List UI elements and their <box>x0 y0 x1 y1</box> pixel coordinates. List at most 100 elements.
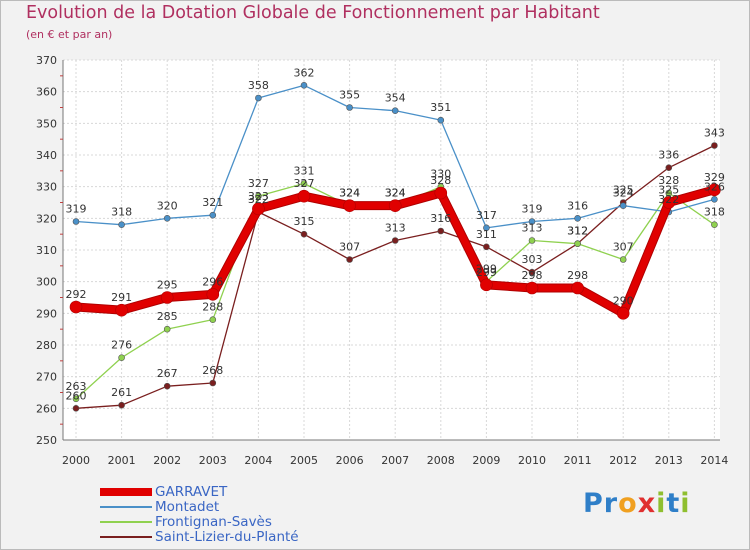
x-tick-label: 2005 <box>290 454 318 467</box>
data-point-montadet <box>346 104 353 111</box>
data-label: 324 <box>385 187 406 200</box>
data-label: 311 <box>476 228 497 241</box>
data-label: 316 <box>430 212 451 225</box>
data-point-saint-lizier-du-plante <box>483 243 490 251</box>
data-label: 313 <box>385 222 406 235</box>
data-label: 296 <box>202 275 223 288</box>
data-point-frontignan-saves <box>711 221 718 228</box>
data-point-montadet <box>528 218 536 225</box>
y-tick-label: 340 <box>36 149 57 162</box>
y-tick-label: 260 <box>36 402 57 415</box>
data-point-garravet <box>160 291 174 304</box>
data-point-garravet <box>662 196 676 209</box>
data-point-frontignan-saves <box>619 256 627 263</box>
x-tick-label: 2009 <box>472 454 500 467</box>
legend-label-saint-lizier-du-plante: Saint-Lizier-du-Planté <box>155 529 299 545</box>
data-label: 355 <box>339 89 360 102</box>
x-tick-label: 2012 <box>609 454 637 467</box>
data-point-garravet <box>616 307 630 320</box>
data-label: 299 <box>476 266 497 279</box>
logo-letter: P <box>583 488 604 519</box>
y-tick-label: 310 <box>36 244 57 257</box>
legend-label-garravet: GARRAVET <box>155 484 228 500</box>
data-point-frontignan-saves <box>209 316 217 323</box>
data-point-saint-lizier-du-plante <box>72 405 80 412</box>
data-point-garravet <box>571 281 584 295</box>
data-point-montadet <box>619 202 627 209</box>
data-point-garravet <box>206 288 220 301</box>
data-label: 324 <box>339 187 360 200</box>
data-label: 292 <box>66 288 87 301</box>
data-point-montadet <box>391 107 399 114</box>
data-point-montadet <box>255 94 262 102</box>
data-label: 303 <box>522 253 543 266</box>
data-point-garravet <box>252 202 265 216</box>
data-label: 316 <box>567 199 588 212</box>
data-point-montadet <box>483 224 490 232</box>
legend-swatch-montadet <box>100 506 152 508</box>
data-point-saint-lizier-du-plante <box>163 382 171 390</box>
data-label: 312 <box>567 225 588 238</box>
data-label: 319 <box>522 203 543 216</box>
data-label: 324 <box>613 187 634 200</box>
data-point-saint-lizier-du-plante <box>346 256 353 263</box>
data-label: 322 <box>248 193 269 206</box>
data-label: 307 <box>613 241 634 254</box>
y-tick-label: 250 <box>36 434 57 447</box>
data-point-garravet <box>388 199 402 212</box>
data-label: 322 <box>658 193 679 206</box>
data-label: 326 <box>704 180 725 193</box>
x-tick-label: 2008 <box>427 454 455 467</box>
data-label: 268 <box>202 364 223 377</box>
data-label: 343 <box>704 127 725 140</box>
x-tick-label: 2010 <box>518 454 546 467</box>
data-label: 362 <box>294 66 315 79</box>
data-point-garravet <box>480 278 493 292</box>
data-point-saint-lizier-du-plante <box>665 164 673 171</box>
data-point-garravet <box>343 199 356 212</box>
x-tick-label: 2013 <box>655 454 683 467</box>
data-label: 330 <box>430 168 451 181</box>
data-label: 299 <box>476 263 497 276</box>
y-tick-label: 270 <box>36 371 57 384</box>
data-label: 358 <box>248 79 269 92</box>
data-point-frontignan-saves <box>665 189 673 197</box>
data-label: 329 <box>704 171 725 184</box>
data-label: 324 <box>339 187 360 200</box>
data-point-frontignan-saves <box>72 395 80 403</box>
legend-swatch-garravet <box>100 488 152 496</box>
data-label: 318 <box>111 206 132 219</box>
logo-letter: i <box>680 488 691 519</box>
data-point-saint-lizier-du-plante <box>391 237 399 244</box>
data-label: 288 <box>202 301 223 314</box>
data-label: 325 <box>658 184 679 197</box>
data-label: 312 <box>567 225 588 238</box>
data-point-montadet <box>300 82 308 89</box>
legend-label-frontignan-saves: Frontignan-Savès <box>155 514 272 530</box>
data-point-garravet <box>434 186 448 200</box>
data-point-montadet <box>163 215 171 222</box>
data-label: 298 <box>567 269 588 282</box>
data-point-montadet <box>209 211 217 219</box>
data-point-montadet <box>711 196 718 203</box>
x-tick-label: 2004 <box>244 454 272 467</box>
y-tick-label: 280 <box>36 339 57 352</box>
data-point-garravet <box>115 303 128 317</box>
data-label: 313 <box>522 222 543 235</box>
logo-letter: t <box>666 488 681 519</box>
data-label: 331 <box>294 165 315 178</box>
data-label: 261 <box>111 386 132 399</box>
x-tick-label: 2001 <box>108 454 136 467</box>
data-point-frontignan-saves <box>300 180 308 187</box>
chart-title: Evolution de la Dotation Globale de Fonc… <box>26 3 600 23</box>
y-tick-label: 320 <box>36 212 57 225</box>
data-point-frontignan-saves <box>118 354 125 361</box>
logo-letter: i <box>656 488 667 519</box>
data-label: 327 <box>294 177 315 190</box>
data-point-saint-lizier-du-plante <box>528 268 536 276</box>
data-label: 290 <box>613 294 634 307</box>
proxiti-logo: Proxiti <box>583 488 691 519</box>
chart-subtitle: (en € et par an) <box>26 28 113 41</box>
data-label: 325 <box>613 184 634 197</box>
